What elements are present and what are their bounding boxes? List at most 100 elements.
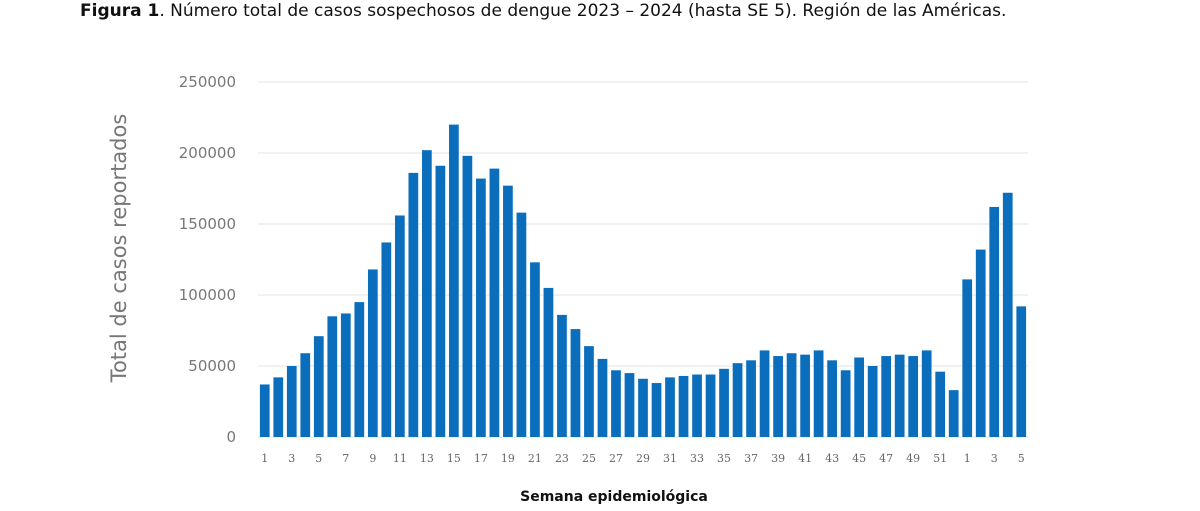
y-axis-label: Total de casos reportados: [107, 114, 131, 384]
bar: [449, 124, 459, 437]
x-tick-label: 17: [474, 452, 488, 465]
bar: [367, 269, 378, 437]
bar: [381, 242, 392, 437]
bar: [1016, 306, 1027, 437]
bar: [259, 384, 270, 437]
x-tick-label: 23: [555, 452, 569, 465]
y-tick-label: 50000: [188, 357, 236, 375]
bar: [665, 377, 675, 437]
x-tick-label: 11: [393, 452, 407, 465]
x-tick-label: 49: [906, 452, 920, 465]
x-tick-label: 43: [825, 452, 839, 465]
bar: [624, 373, 635, 437]
bar: [921, 350, 932, 437]
bar: [530, 262, 540, 437]
bar: [597, 358, 608, 437]
x-tick-label: 27: [609, 452, 623, 465]
x-tick-label: 7: [342, 452, 349, 465]
y-tick-label: 0: [226, 428, 236, 446]
bar: [462, 155, 473, 437]
x-axis-ticks: 1 3 5 7 9 11 13 15 17 19 21 23 25 27 29 31 33 35 37 39 41 43 4…: [261, 452, 1024, 465]
x-tick-label: 41: [798, 452, 812, 465]
bar: [273, 377, 284, 437]
bar: [584, 346, 594, 437]
y-tick-label: 150000: [179, 215, 236, 233]
bar: [854, 357, 865, 437]
figure-label: Figura 1: [80, 1, 160, 21]
bar: [975, 249, 986, 437]
x-axis-label: Semana epidemiológica: [520, 489, 708, 505]
bar: [489, 168, 500, 437]
x-tick-label: 47: [879, 452, 893, 465]
bar: [935, 371, 946, 437]
bar: [962, 279, 973, 437]
bar: [421, 150, 432, 437]
bar: [827, 360, 837, 437]
bar: [503, 185, 513, 437]
y-tick-label: 200000: [179, 144, 236, 162]
bar: [759, 350, 770, 437]
x-tick-label: 13: [420, 452, 434, 465]
x-tick-label: 1: [964, 452, 971, 465]
y-axis-ticks: 0 50000 100000 150000 200000 250000: [179, 73, 236, 446]
bar: [300, 353, 311, 437]
x-tick-label: 19: [501, 452, 515, 465]
figure-caption: Figura 1. Número total de casos sospecho…: [80, 0, 1120, 22]
x-tick-label: 5: [315, 452, 322, 465]
x-tick-label: 37: [744, 452, 758, 465]
x-tick-label: 45: [852, 452, 866, 465]
bar: [313, 336, 324, 437]
x-tick-label: 3: [288, 452, 295, 465]
bar: [570, 329, 581, 437]
bars: [259, 124, 1027, 437]
figure-caption-text: . Número total de casos sospechosos de d…: [159, 1, 1007, 21]
bar: [948, 390, 959, 437]
bar: [719, 368, 729, 437]
bar: [543, 287, 554, 437]
bar: [394, 215, 405, 437]
bar: [786, 353, 797, 437]
bar: [435, 165, 446, 437]
bar: [1002, 192, 1013, 437]
x-tick-label: 51: [933, 452, 947, 465]
y-tick-label: 100000: [179, 286, 236, 304]
bar: [732, 363, 743, 437]
x-tick-label: 9: [369, 452, 376, 465]
bar: [476, 178, 486, 437]
bar: [908, 356, 919, 437]
bar: [638, 378, 648, 437]
bar: [651, 383, 662, 437]
x-tick-label: 39: [771, 452, 785, 465]
bar: [840, 370, 851, 437]
bar: [408, 172, 419, 437]
bar: [746, 360, 756, 437]
bar: [773, 356, 783, 437]
bar: [286, 366, 297, 437]
bar: [327, 316, 338, 437]
x-tick-label: 33: [690, 452, 704, 465]
x-tick-label: 29: [636, 452, 650, 465]
bar: [516, 212, 527, 437]
bar: [678, 375, 689, 437]
x-tick-label: 25: [582, 452, 596, 465]
x-tick-label: 21: [528, 452, 542, 465]
x-tick-label: 15: [447, 452, 461, 465]
bar: [340, 313, 351, 437]
bar: [705, 374, 716, 437]
bar: [692, 374, 702, 437]
bar: [354, 302, 365, 437]
bar: [881, 356, 892, 437]
x-tick-label: 3: [991, 452, 998, 465]
bar: [894, 354, 905, 437]
x-tick-label: 1: [261, 452, 268, 465]
bar: [813, 350, 824, 437]
x-tick-label: 5: [1018, 452, 1025, 465]
bar: [557, 314, 567, 437]
x-tick-label: 31: [663, 452, 677, 465]
y-tick-label: 250000: [179, 73, 236, 91]
bar: [989, 206, 1000, 437]
bar: [611, 370, 621, 437]
bar: [867, 366, 878, 437]
x-tick-label: 35: [717, 452, 731, 465]
